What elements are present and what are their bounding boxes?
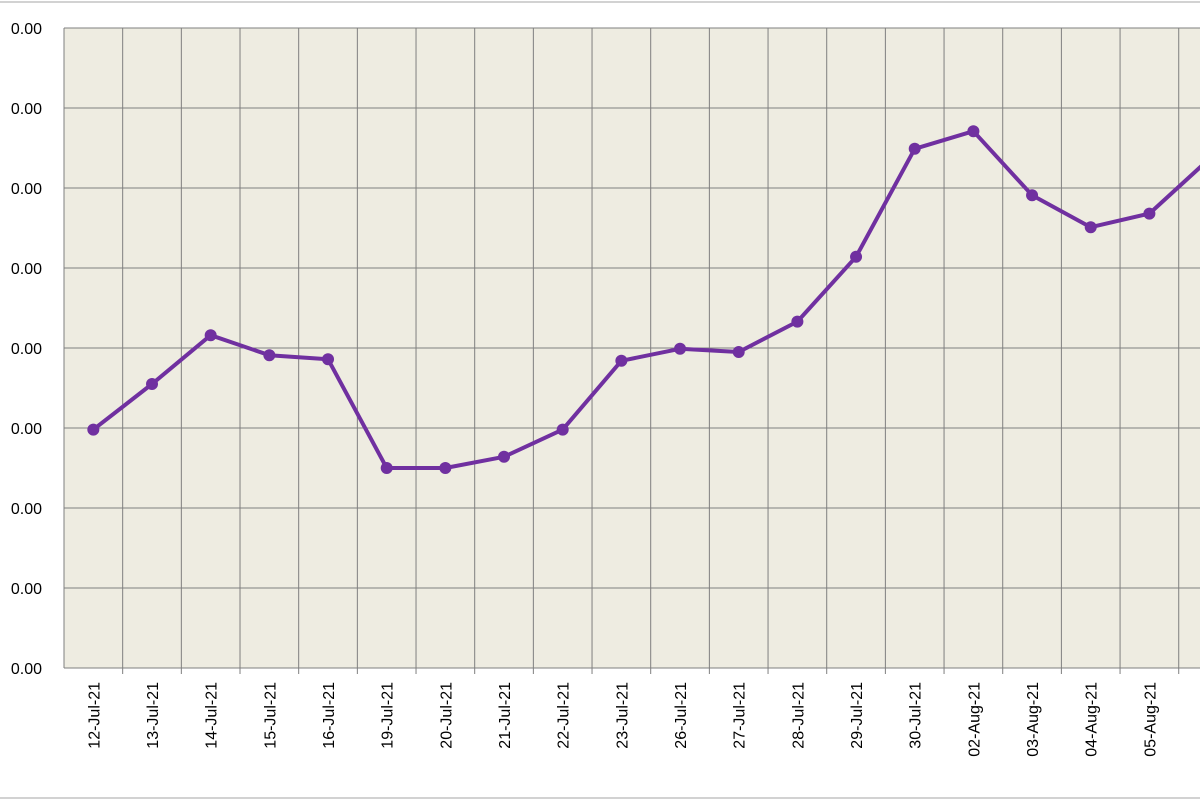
marker (791, 315, 804, 328)
marker (380, 462, 393, 474)
x-tick-label: 04-Aug-21 (1084, 682, 1101, 757)
x-tick-label: 20-Jul-21 (438, 682, 455, 749)
y-tick-label: 0.00 (11, 421, 42, 438)
x-tick-label: 16-Jul-21 (321, 682, 338, 749)
marker (439, 462, 452, 474)
marker (204, 329, 217, 342)
x-tick-label: 05-Aug-21 (1142, 682, 1159, 757)
x-tick-label: 30-Jul-21 (908, 682, 925, 749)
y-tick-label: 0.00 (11, 581, 42, 598)
x-tick-label: 15-Jul-21 (262, 682, 279, 749)
marker (556, 423, 569, 436)
y-tick-label: 0.00 (11, 101, 42, 118)
marker (967, 125, 980, 138)
y-tick-label: 0.00 (11, 181, 42, 198)
x-tick-label: 13-Jul-21 (145, 682, 162, 749)
marker (1084, 221, 1097, 234)
x-tick-label: 21-Jul-21 (497, 682, 514, 749)
marker (1143, 207, 1156, 220)
marker (263, 349, 276, 362)
marker (615, 354, 628, 367)
y-tick-label: 0.00 (11, 21, 42, 38)
y-tick-label: 0.00 (11, 661, 42, 678)
marker (87, 423, 100, 436)
marker (732, 346, 745, 358)
marker (850, 250, 863, 263)
x-tick-label: 26-Jul-21 (673, 682, 690, 749)
x-tick-label: 27-Jul-21 (732, 682, 749, 749)
line (92, 129, 1200, 470)
marker (674, 342, 687, 355)
x-tick-label: 22-Jul-21 (556, 682, 573, 749)
y-tick-label: 0.00 (11, 501, 42, 518)
y-tick-label: 0.00 (11, 341, 42, 358)
x-tick-label: 03-Aug-21 (1025, 682, 1042, 757)
x-tick-label: 23-Jul-21 (614, 682, 631, 749)
marker (322, 353, 335, 366)
x-tick-label: 12-Jul-21 (86, 682, 103, 749)
x-tick-label: 02-Aug-21 (966, 682, 983, 757)
marker (1026, 189, 1039, 202)
marker (908, 142, 921, 155)
marker (498, 450, 511, 463)
marker (146, 378, 159, 390)
x-tick-label: 14-Jul-21 (204, 682, 221, 749)
x-tick-label: 19-Jul-21 (380, 682, 397, 749)
y-tick-label: 0.00 (11, 261, 42, 278)
x-tick-label: 28-Jul-21 (790, 682, 807, 749)
x-tick-label: 29-Jul-21 (849, 682, 866, 749)
